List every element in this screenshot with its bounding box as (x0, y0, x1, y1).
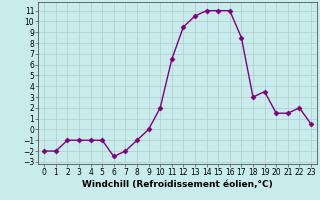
X-axis label: Windchill (Refroidissement éolien,°C): Windchill (Refroidissement éolien,°C) (82, 180, 273, 189)
